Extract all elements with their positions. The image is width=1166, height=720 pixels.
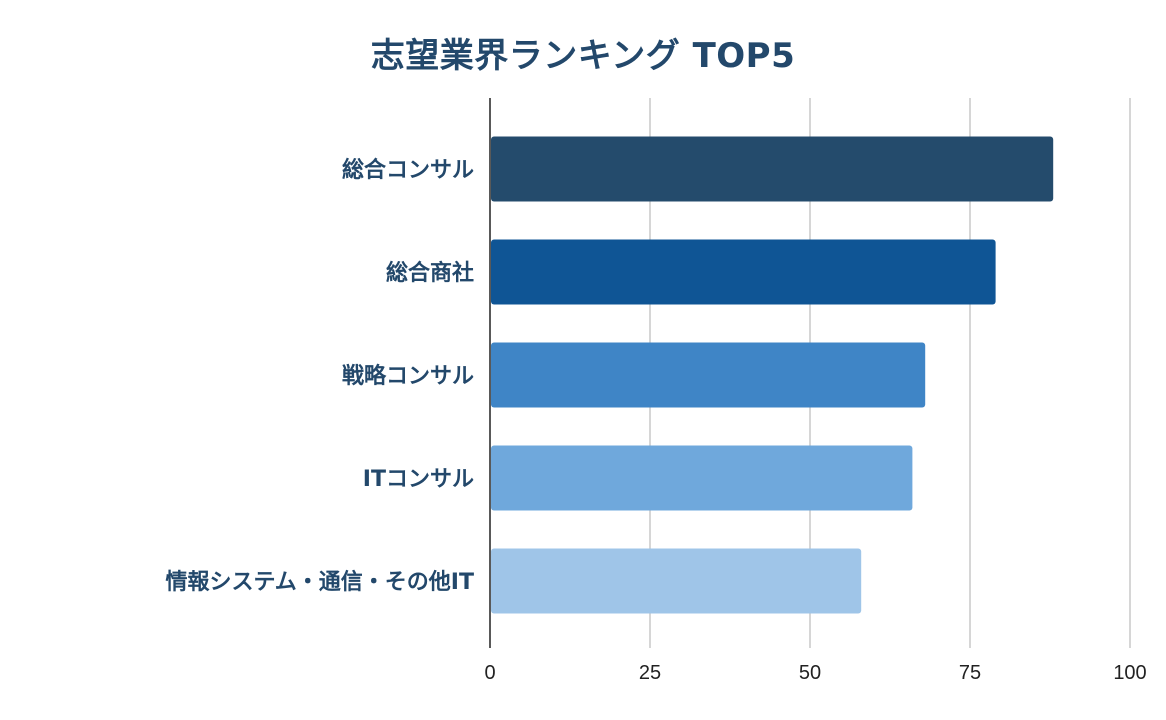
x-tick-label: 25	[639, 662, 661, 684]
bar	[491, 239, 996, 305]
category-label: ITコンサル	[363, 467, 474, 492]
x-tick-label: 75	[959, 662, 981, 684]
bars	[491, 136, 1054, 614]
bar	[491, 548, 862, 614]
category-label: 総合コンサル	[342, 157, 474, 183]
category-label: 情報システム・通信・その他IT	[165, 569, 474, 595]
chart-title: 志望業界ランキング TOP5	[370, 36, 796, 76]
bar	[491, 342, 926, 408]
bar	[491, 445, 913, 511]
x-tick-label: 0	[484, 662, 495, 684]
category-label: 戦略コンサル	[342, 363, 474, 389]
x-tick-label: 50	[799, 662, 821, 684]
bar	[491, 136, 1054, 202]
x-tick-label: 100	[1113, 662, 1146, 684]
x-tick-labels: 0 25 50 75 100	[484, 662, 1146, 684]
category-label: 総合商社	[386, 260, 474, 286]
